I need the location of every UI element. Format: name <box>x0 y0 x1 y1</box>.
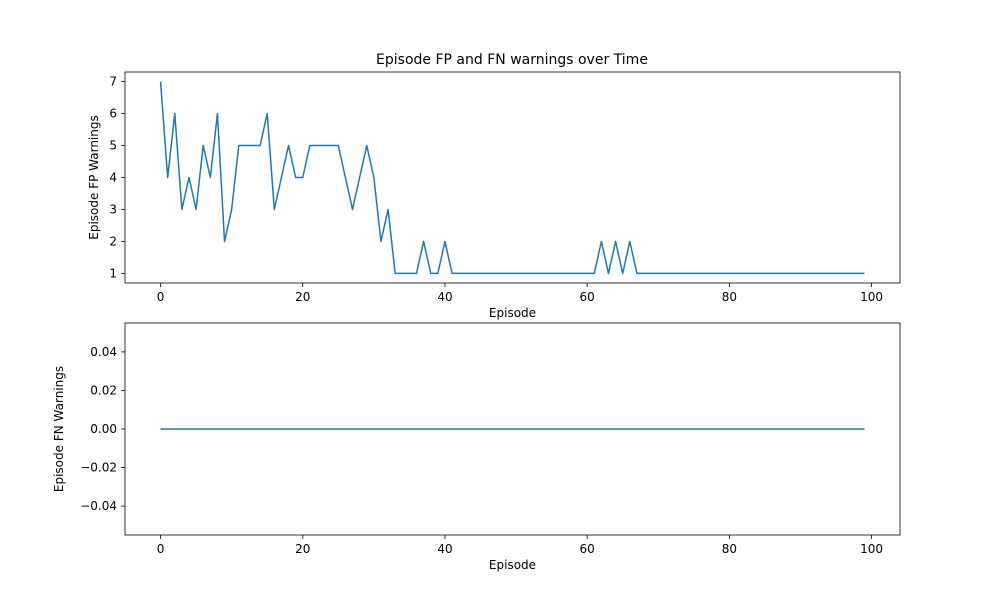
x-tick-label: 80 <box>722 542 737 556</box>
y-tick-label: 1 <box>109 266 117 280</box>
x-tick-label: 0 <box>157 542 165 556</box>
y-axis-label: Episode FP Warnings <box>87 115 101 239</box>
y-tick-label: 0.02 <box>90 383 117 397</box>
x-axis-label: Episode <box>489 306 536 320</box>
x-tick-label: 60 <box>580 542 595 556</box>
y-axis-label: Episode FN Warnings <box>52 366 66 492</box>
x-tick-label: 40 <box>437 290 452 304</box>
x-tick-label: 100 <box>860 290 883 304</box>
y-tick-label: 6 <box>109 107 117 121</box>
x-tick-label: 100 <box>860 542 883 556</box>
x-tick-label: 0 <box>157 290 165 304</box>
x-axis-label: Episode <box>489 558 536 572</box>
figure-title: Episode FP and FN warnings over Time <box>376 52 648 68</box>
x-tick-label: 20 <box>295 290 310 304</box>
y-tick-label: −0.04 <box>80 499 117 513</box>
x-tick-label: 60 <box>580 290 595 304</box>
y-tick-label: 0.04 <box>90 345 117 359</box>
y-tick-label: 3 <box>109 202 117 216</box>
y-tick-label: 7 <box>109 75 117 89</box>
series-line-0-0 <box>159 81 865 275</box>
y-tick-label: 5 <box>109 139 117 153</box>
y-tick-label: 4 <box>109 171 117 185</box>
x-tick-label: 20 <box>295 542 310 556</box>
y-tick-label: 0.00 <box>90 422 117 436</box>
x-tick-label: 40 <box>437 542 452 556</box>
subplot-fp-warnings: 0 20 40 60 80 100 1 2 3 4 5 6 7 Episode Episode FP War… <box>87 71 901 320</box>
subplot-fn-warnings: 0 20 40 60 80 100 0.04 0.02 0.00 −0.02 −0.04 Episod… <box>52 322 901 572</box>
x-tick-label: 80 <box>722 290 737 304</box>
y-tick-label: −0.02 <box>80 461 117 475</box>
y-tick-label: 2 <box>109 234 117 248</box>
